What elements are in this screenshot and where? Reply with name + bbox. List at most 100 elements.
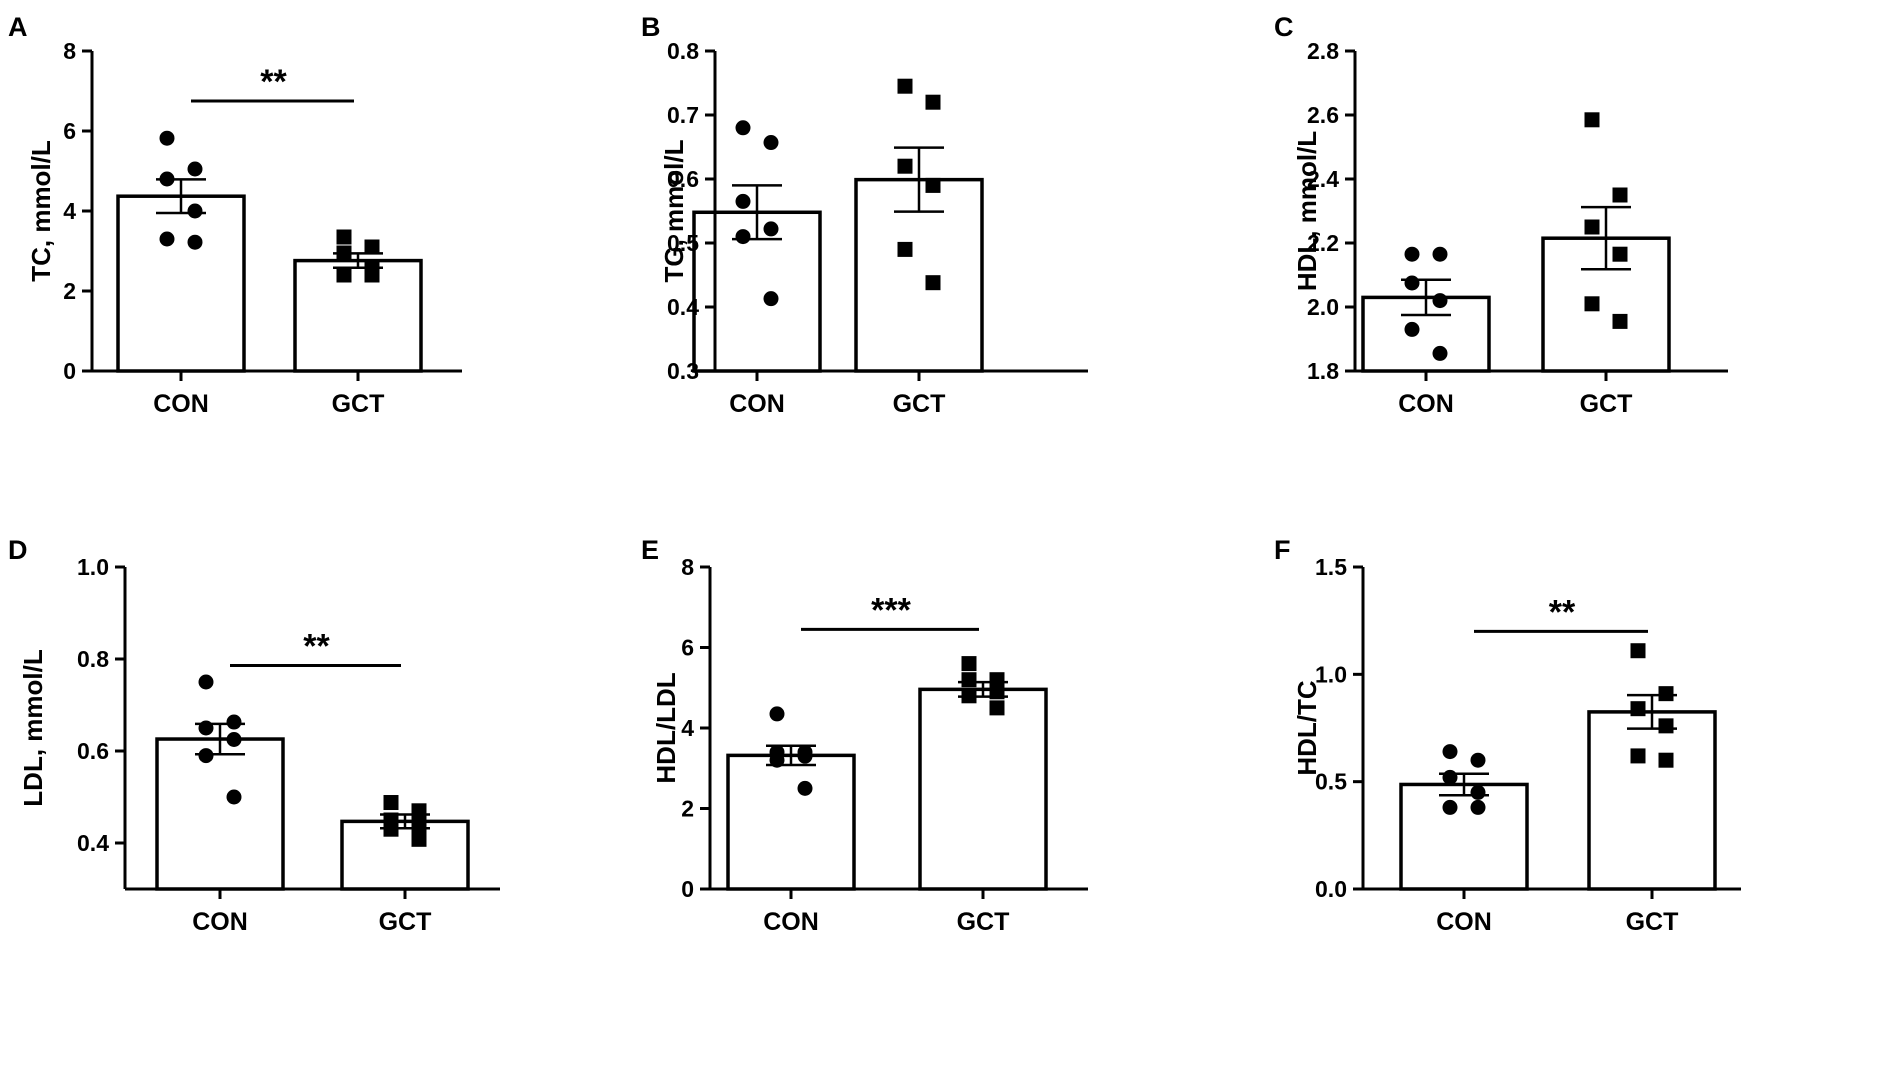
data-point-circle (735, 120, 751, 136)
data-point-square (989, 700, 1005, 716)
x-tick-label: GCT (332, 390, 385, 418)
x-tick-label: GCT (957, 908, 1010, 936)
data-point-square (989, 672, 1005, 688)
data-point-square (1658, 686, 1674, 702)
y-tick-label: 0 (63, 358, 76, 384)
data-point-circle (226, 714, 242, 730)
data-point-circle (735, 229, 751, 245)
data-point-circle (1432, 345, 1448, 361)
y-axis-label: TG, mmol/L (659, 139, 689, 282)
data-point-circle (187, 161, 203, 177)
x-tick-label: CON (1436, 908, 1492, 936)
y-tick-label: 0.4 (77, 830, 109, 856)
panel-letter: D (8, 538, 28, 565)
y-tick-label: 0 (681, 876, 694, 902)
x-tick-label: GCT (379, 908, 432, 936)
y-axis-label: TC, mmol/L (26, 140, 56, 282)
chart-svg: D LDL, mmol/L 0.4 0.6 0.8 1.0 CON GCT ** (8, 538, 500, 936)
panel-letter: C (1274, 12, 1294, 42)
data-point-square (383, 821, 399, 837)
panel-f-hdl-tc: F HDL/TC 0.0 0.5 1.0 1.5 CON GCT ** (1266, 538, 1899, 1076)
data-point-square (925, 275, 941, 291)
y-tick-label: 2.0 (1307, 294, 1339, 320)
y-tick-label: 2.2 (1307, 230, 1339, 256)
y-tick-label: 0.6 (667, 166, 699, 192)
panel-letter: B (641, 12, 661, 42)
data-point-circle (198, 720, 214, 736)
data-point-circle (159, 130, 175, 146)
chart-group: E HDL/LDL 0 2 4 6 8 CON GCT *** (641, 538, 1088, 936)
y-tick-label: 1.0 (77, 554, 109, 580)
panel-letter: E (641, 538, 659, 565)
panel-letter: A (8, 12, 28, 42)
y-tick-label: 8 (63, 38, 76, 64)
data-point-circle (769, 706, 785, 722)
data-point-circle (1470, 799, 1486, 815)
data-point-square (411, 803, 427, 819)
y-tick-label: 2.6 (1307, 102, 1339, 128)
data-point-circle (1442, 769, 1458, 785)
chart-group: F HDL/TC 0.0 0.5 1.0 1.5 CON GCT ** (1274, 538, 1741, 936)
data-point-circle (226, 732, 242, 747)
data-point-circle (187, 203, 203, 219)
y-tick-label: 1.5 (1315, 554, 1347, 580)
data-point-square (336, 229, 352, 245)
data-point-square (1584, 219, 1600, 235)
chart-group: A TC, mmol/L 0 2 4 6 8 CON GCT ** (8, 12, 462, 418)
data-point-square (1612, 187, 1628, 203)
data-point-square (1630, 748, 1646, 764)
y-tick-label: 6 (681, 635, 694, 661)
bar-con (726, 753, 856, 891)
data-point-square (336, 267, 352, 283)
data-point-square (383, 795, 399, 811)
x-tick-label: GCT (1626, 908, 1679, 936)
y-tick-label: 0.6 (77, 738, 109, 764)
panel-c-hdl: C HDL, mmol/L 1.8 2.0 2.2 2.4 2.6 2.8 CON GCT (1266, 0, 1899, 538)
y-axis-label: LDL, mmol/L (18, 649, 48, 807)
data-point-square (897, 78, 913, 94)
data-point-square (897, 158, 913, 174)
y-tick-label: 2 (681, 796, 694, 822)
data-point-square (989, 684, 1005, 700)
data-point-circle (159, 231, 175, 247)
data-point-circle (198, 674, 214, 690)
data-point-circle (1470, 752, 1486, 768)
chart-svg: F HDL/TC 0.0 0.5 1.0 1.5 CON GCT ** (1274, 538, 1741, 936)
data-point-circle (226, 789, 242, 805)
y-tick-label: 0.5 (667, 230, 699, 256)
chart-svg: C HDL, mmol/L 1.8 2.0 2.2 2.4 2.6 2.8 CON GCT (1274, 12, 1728, 418)
bar-con (1399, 782, 1529, 891)
data-point-circle (763, 135, 779, 151)
y-tick-label: 8 (681, 554, 694, 580)
data-point-circle (797, 748, 813, 764)
x-tick-label: CON (763, 908, 819, 936)
data-point-square (1584, 112, 1600, 128)
panel-e-hdl-ldl: E HDL/LDL 0 2 4 6 8 CON GCT *** (633, 538, 1266, 1076)
x-tick-label: GCT (1580, 390, 1633, 418)
bar-con (155, 737, 285, 891)
chart-group: C HDL, mmol/L 1.8 2.0 2.2 2.4 2.6 2.8 CON GCT (1274, 12, 1728, 418)
y-tick-label: 0.3 (667, 358, 699, 384)
bar-gct (340, 819, 470, 891)
bar-gct (293, 258, 423, 373)
y-tick-label: 0.4 (667, 294, 699, 320)
data-point-circle (1432, 246, 1448, 262)
data-point-square (925, 94, 941, 110)
data-point-square (364, 267, 380, 283)
data-point-square (411, 817, 427, 833)
panel-letter: F (1274, 538, 1291, 565)
chart-svg: A TC, mmol/L 0 2 4 6 8 CON GCT ** (8, 12, 462, 418)
data-point-square (1658, 752, 1674, 768)
chart-svg: E HDL/LDL 0 2 4 6 8 CON GCT *** (641, 538, 1088, 936)
y-tick-label: 1.0 (1315, 661, 1347, 687)
bar-gct (918, 687, 1048, 891)
data-point-circle (159, 171, 175, 187)
significance-label: ** (260, 63, 287, 101)
bar-gct (1587, 710, 1717, 891)
y-tick-label: 2 (63, 278, 76, 304)
y-tick-label: 0.5 (1315, 769, 1347, 795)
data-point-circle (763, 291, 779, 307)
data-point-circle (769, 752, 785, 768)
y-tick-label: 0.8 (667, 38, 699, 64)
